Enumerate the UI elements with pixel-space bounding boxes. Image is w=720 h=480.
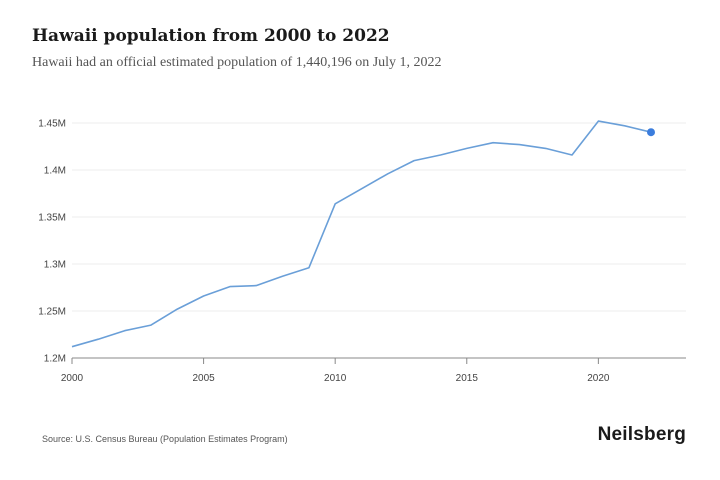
y-tick-label: 1.2M — [44, 354, 66, 365]
y-tick-label: 1.35M — [38, 213, 66, 224]
chart-title: Hawaii population from 2000 to 2022 — [32, 26, 390, 46]
y-tick-label: 1.25M — [38, 307, 66, 318]
population-line — [71, 120, 652, 348]
y-tick-label: 1.45M — [38, 119, 66, 130]
x-tick-label: 2015 — [456, 373, 479, 384]
x-tick-label: 2005 — [192, 373, 215, 384]
source-note: Source: U.S. Census Bureau (Population E… — [42, 434, 288, 444]
x-tick-label: 2020 — [587, 373, 610, 384]
brand-logo: Neilsberg — [597, 424, 686, 445]
x-tick-label: 2010 — [324, 373, 347, 384]
y-tick-label: 1.4M — [44, 166, 66, 177]
x-tick-label: 2000 — [61, 373, 84, 384]
chart-subtitle: Hawaii had an official estimated populat… — [32, 55, 442, 70]
last-data-point — [647, 128, 655, 137]
y-tick-label: 1.3M — [44, 260, 66, 271]
